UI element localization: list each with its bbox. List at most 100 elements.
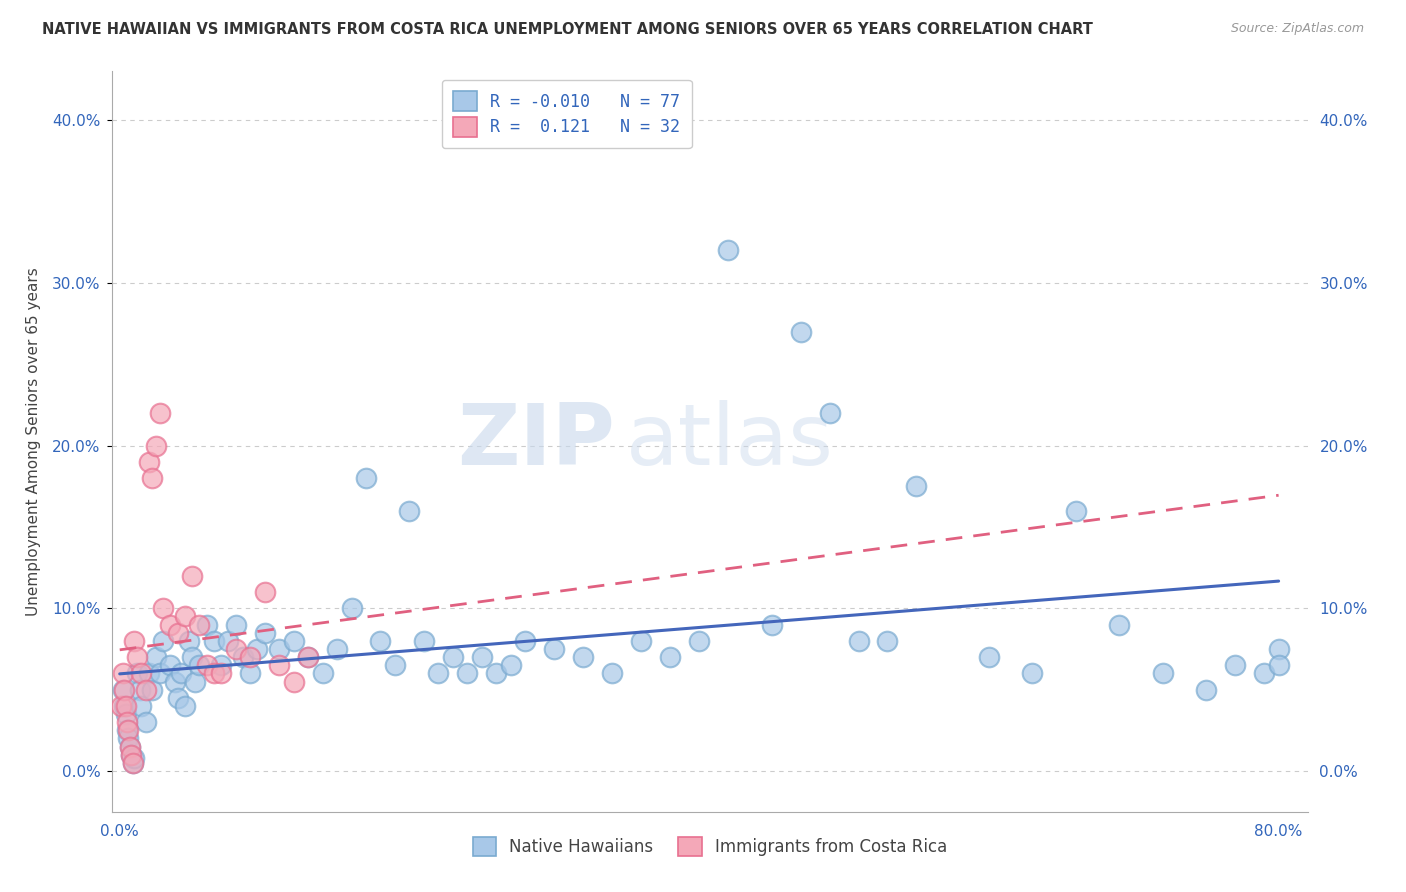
Point <box>630 633 652 648</box>
Point <box>246 642 269 657</box>
Point <box>600 666 623 681</box>
Point <box>122 751 145 765</box>
Point <box>354 471 377 485</box>
Point <box>145 650 167 665</box>
Point <box>202 666 225 681</box>
Point <box>905 479 928 493</box>
Point <box>471 650 494 665</box>
Point <box>398 504 420 518</box>
Point <box>135 682 157 697</box>
Point <box>114 707 136 722</box>
Point <box>225 642 247 657</box>
Point <box>195 617 218 632</box>
Text: atlas: atlas <box>627 400 834 483</box>
Point <box>456 666 478 681</box>
Point <box>370 633 392 648</box>
Y-axis label: Unemployment Among Seniors over 65 years: Unemployment Among Seniors over 65 years <box>27 268 41 615</box>
Point <box>181 568 204 582</box>
Point <box>127 666 149 681</box>
Point <box>195 658 218 673</box>
Point <box>267 658 290 673</box>
Point <box>659 650 682 665</box>
Point <box>166 690 188 705</box>
Point <box>174 609 197 624</box>
Legend: Native Hawaiians, Immigrants from Costa Rica: Native Hawaiians, Immigrants from Costa … <box>465 830 955 863</box>
Point <box>166 625 188 640</box>
Point <box>131 698 153 713</box>
Point <box>818 406 841 420</box>
Point <box>184 674 207 689</box>
Point <box>110 698 132 713</box>
Point <box>876 633 898 648</box>
Point <box>163 674 186 689</box>
Point <box>181 650 204 665</box>
Point <box>225 617 247 632</box>
Point <box>1223 658 1246 673</box>
Point <box>761 617 783 632</box>
Point <box>202 633 225 648</box>
Point <box>174 698 197 713</box>
Point <box>232 650 254 665</box>
Text: Source: ZipAtlas.com: Source: ZipAtlas.com <box>1230 22 1364 36</box>
Point <box>717 244 740 258</box>
Point <box>572 650 595 665</box>
Point <box>111 666 134 681</box>
Point <box>179 633 201 648</box>
Point <box>267 642 290 657</box>
Point <box>485 666 508 681</box>
Point <box>118 739 141 754</box>
Point <box>311 666 333 681</box>
Point <box>253 625 276 640</box>
Point <box>297 650 319 665</box>
Point <box>848 633 870 648</box>
Point <box>217 633 239 648</box>
Point <box>152 633 174 648</box>
Point <box>1195 682 1218 697</box>
Point <box>283 674 305 689</box>
Point <box>499 658 522 673</box>
Point <box>427 666 450 681</box>
Point <box>188 658 211 673</box>
Point <box>121 756 143 770</box>
Point <box>297 650 319 665</box>
Point <box>117 731 139 746</box>
Point <box>239 650 262 665</box>
Point <box>1064 504 1087 518</box>
Point <box>688 633 710 648</box>
Point <box>138 455 160 469</box>
Point <box>115 715 138 730</box>
Point <box>112 682 135 697</box>
Point <box>115 723 138 738</box>
Point <box>111 682 134 697</box>
Point <box>114 698 136 713</box>
Point <box>789 325 811 339</box>
Point <box>977 650 1000 665</box>
Point <box>152 601 174 615</box>
Point <box>1108 617 1130 632</box>
Point <box>384 658 406 673</box>
Point <box>120 747 142 762</box>
Point <box>326 642 349 657</box>
Point <box>135 715 157 730</box>
Point <box>283 633 305 648</box>
Point <box>129 682 152 697</box>
Point <box>239 666 262 681</box>
Point <box>112 698 135 713</box>
Point <box>413 633 436 648</box>
Point <box>188 617 211 632</box>
Text: NATIVE HAWAIIAN VS IMMIGRANTS FROM COSTA RICA UNEMPLOYMENT AMONG SENIORS OVER 65: NATIVE HAWAIIAN VS IMMIGRANTS FROM COSTA… <box>42 22 1092 37</box>
Point <box>141 471 163 485</box>
Point <box>209 666 232 681</box>
Point <box>141 682 163 697</box>
Point <box>1253 666 1275 681</box>
Point <box>149 406 172 420</box>
Point <box>441 650 464 665</box>
Point <box>340 601 363 615</box>
Point <box>515 633 537 648</box>
Text: ZIP: ZIP <box>457 400 614 483</box>
Point <box>117 723 139 738</box>
Point <box>159 617 181 632</box>
Point <box>131 666 153 681</box>
Point <box>209 658 232 673</box>
Point <box>253 585 276 599</box>
